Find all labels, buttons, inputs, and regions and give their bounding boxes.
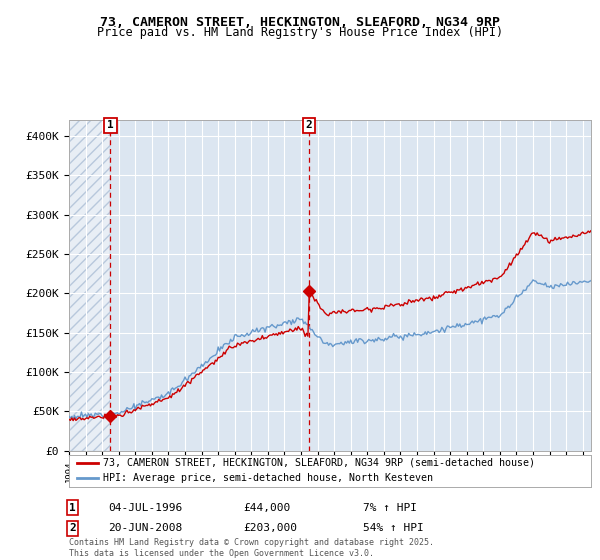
Text: 54% ↑ HPI: 54% ↑ HPI: [363, 523, 424, 533]
Text: 04-JUL-1996: 04-JUL-1996: [108, 503, 182, 513]
Text: £44,000: £44,000: [243, 503, 290, 513]
Text: Price paid vs. HM Land Registry's House Price Index (HPI): Price paid vs. HM Land Registry's House …: [97, 26, 503, 39]
Bar: [69, 120, 110, 451]
Text: 73, CAMERON STREET, HECKINGTON, SLEAFORD, NG34 9RP (semi-detached house): 73, CAMERON STREET, HECKINGTON, SLEAFORD…: [103, 458, 535, 468]
Text: 20-JUN-2008: 20-JUN-2008: [108, 523, 182, 533]
Text: 1: 1: [107, 120, 114, 130]
Text: 7% ↑ HPI: 7% ↑ HPI: [363, 503, 417, 513]
Text: £203,000: £203,000: [243, 523, 297, 533]
Text: 2: 2: [305, 120, 312, 130]
Text: 1: 1: [69, 503, 76, 513]
Text: Contains HM Land Registry data © Crown copyright and database right 2025.
This d: Contains HM Land Registry data © Crown c…: [69, 538, 434, 558]
Text: HPI: Average price, semi-detached house, North Kesteven: HPI: Average price, semi-detached house,…: [103, 473, 433, 483]
Text: 73, CAMERON STREET, HECKINGTON, SLEAFORD, NG34 9RP: 73, CAMERON STREET, HECKINGTON, SLEAFORD…: [100, 16, 500, 29]
Text: 2: 2: [69, 523, 76, 533]
Bar: [69, 120, 110, 451]
